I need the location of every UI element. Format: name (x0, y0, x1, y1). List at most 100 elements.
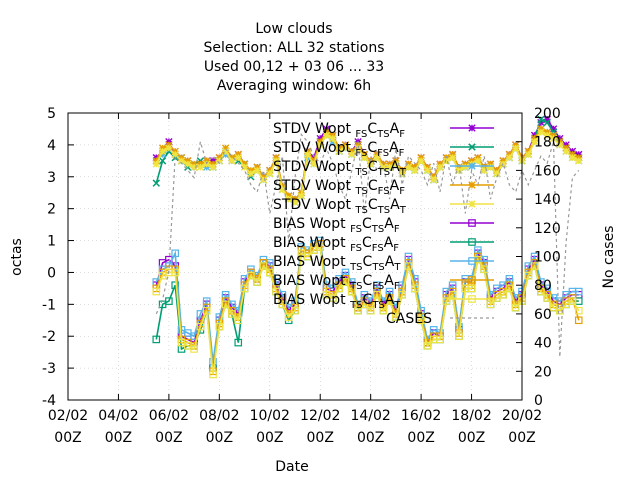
data-point (537, 287, 545, 296)
data-point (524, 150, 533, 159)
y-tick-label: -1 (42, 297, 56, 313)
data-point (511, 303, 520, 312)
legend-marker (468, 124, 476, 132)
data-point (543, 294, 552, 302)
x-tick-label: 00Z (155, 430, 182, 446)
legend-marker (468, 219, 476, 227)
legend-sub: TS (349, 281, 362, 292)
data-point (253, 166, 261, 175)
data-point (455, 332, 463, 341)
y-tick-label: -2 (42, 329, 56, 345)
data-point (335, 147, 343, 155)
legend-sub: TS (354, 205, 367, 216)
data-point (385, 297, 394, 305)
legend-sub: A (390, 121, 400, 137)
y2-tick-label: 120 (534, 221, 561, 237)
data-point (152, 160, 160, 168)
data-point (303, 150, 312, 159)
x-tick-label: 00Z (105, 430, 132, 446)
data-point (474, 157, 482, 165)
data-point (234, 338, 243, 347)
legend-sub: F (399, 129, 405, 140)
legend-sub: C (363, 254, 373, 270)
legend-sub: F (399, 186, 405, 197)
data-point (190, 345, 198, 353)
legend-sub: A (390, 159, 400, 175)
data-point (171, 268, 179, 277)
legend-label: BIAS Wopt (273, 254, 350, 270)
data-point (152, 179, 161, 187)
legend-marker (468, 295, 476, 303)
data-point (354, 144, 362, 152)
y2-tick-label: 100 (534, 250, 561, 266)
data-point (284, 313, 293, 321)
data-point (354, 306, 362, 315)
data-point (291, 306, 299, 315)
legend-sub: FS (355, 148, 367, 159)
legend-label: CASES (386, 311, 432, 327)
svg-text:STDV Wopt FSCFSAF: STDV Wopt FSCFSAF (273, 140, 405, 159)
legend-sub: A (384, 273, 394, 289)
legend-label: BIAS Wopt (273, 292, 350, 308)
legend-sub: A (385, 254, 395, 270)
y-tick-label: 2 (47, 202, 56, 218)
data-point (253, 278, 261, 286)
legend-sub: TS (377, 205, 390, 216)
svg-text:BIAS Wopt FSCTSAF: BIAS Wopt FSCTSAF (273, 216, 400, 235)
title-line: Used 00,12 + 03 06 ... 33 (204, 59, 384, 75)
series-10 (155, 133, 580, 357)
x-tick-label: 00Z (458, 430, 485, 446)
legend-entry: STDV Wopt FSCFSAF (273, 140, 494, 159)
data-point (266, 169, 274, 178)
data-point (360, 300, 369, 309)
data-point (158, 157, 167, 165)
data-point (341, 278, 350, 286)
data-point (543, 118, 551, 127)
data-point (398, 169, 406, 178)
y-tick-label: -3 (42, 361, 56, 377)
data-point (530, 138, 539, 146)
legend-entry: CASES (386, 311, 494, 327)
x-tick-label: 00Z (54, 430, 81, 446)
data-point (184, 160, 192, 168)
chart-title: Low clouds Selection: ALL 32 stations Used… (203, 21, 384, 94)
data-point (278, 300, 287, 309)
data-point (310, 160, 318, 168)
data-point (316, 141, 324, 149)
data-point (385, 163, 394, 171)
legend-sub: TS (349, 300, 362, 311)
x-tick-label: 06/02 (149, 408, 189, 424)
data-point (537, 118, 545, 127)
data-point (316, 243, 325, 251)
legend-sub: F (394, 224, 400, 235)
x-tick-label: 00Z (307, 430, 334, 446)
svg-text:STDV Wopt TSCTSAT: STDV Wopt TSCTSAT (273, 159, 407, 178)
legend-entry: BIAS Wopt FSCFSAF (273, 235, 494, 254)
legend-sub: FS (350, 243, 362, 254)
title-line: Selection: ALL 32 stations (203, 40, 384, 56)
data-point (537, 115, 545, 124)
y-axis-label: octas (9, 238, 25, 276)
data-point (511, 144, 520, 152)
data-point (247, 169, 255, 178)
data-point (423, 166, 432, 175)
data-point (448, 290, 457, 299)
data-point (480, 265, 488, 274)
legend-sub: FS (372, 243, 384, 254)
data-point (215, 322, 224, 331)
data-point (158, 147, 167, 155)
legend-sub: TS (371, 262, 384, 273)
data-point (442, 157, 451, 165)
data-point (574, 306, 583, 315)
data-point (366, 160, 375, 168)
y2-tick-label: 60 (534, 307, 552, 323)
data-point (291, 198, 299, 206)
legend-sub: T (393, 262, 401, 273)
x-tick-label: 00Z (508, 430, 535, 446)
y2-tick-label: 80 (534, 278, 552, 294)
data-point (524, 271, 533, 280)
data-point (562, 147, 570, 155)
data-point (329, 134, 337, 143)
data-point (568, 153, 577, 162)
legend-sub: FS (372, 281, 384, 292)
